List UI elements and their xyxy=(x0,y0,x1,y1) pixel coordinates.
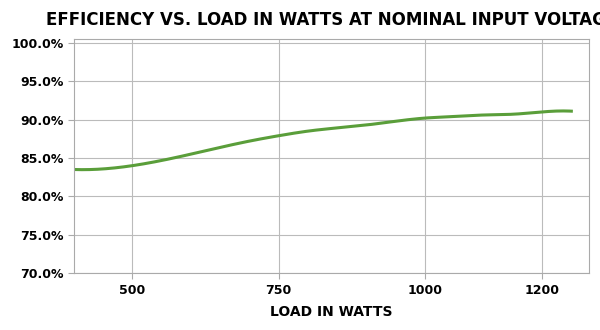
X-axis label: LOAD IN WATTS: LOAD IN WATTS xyxy=(270,305,392,319)
Title: EFFICIENCY VS. LOAD IN WATTS AT NOMINAL INPUT VOLTAGE: EFFICIENCY VS. LOAD IN WATTS AT NOMINAL … xyxy=(46,11,600,29)
